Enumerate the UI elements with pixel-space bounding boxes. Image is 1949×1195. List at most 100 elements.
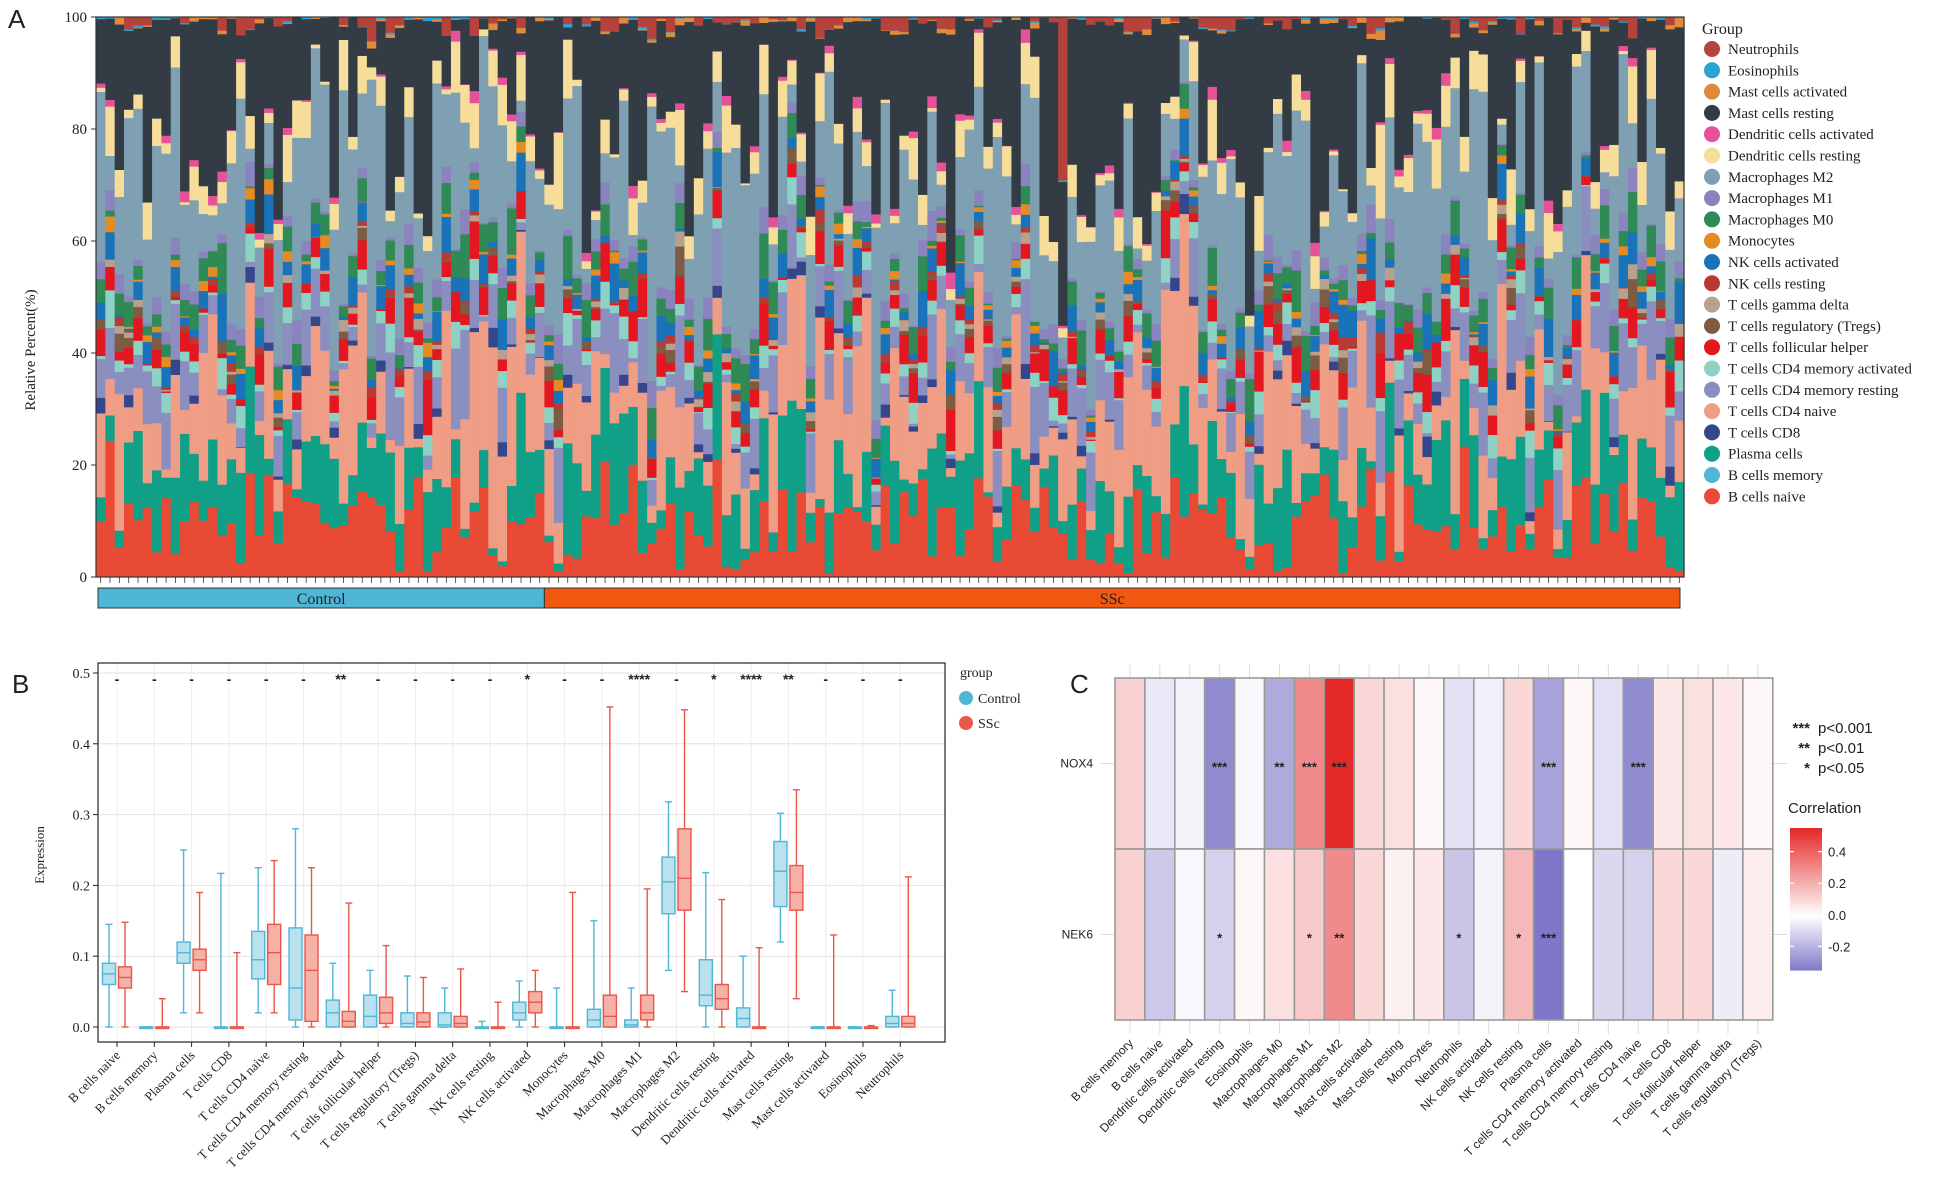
stack-segment-t-cells-cd4-memory-activated bbox=[871, 484, 882, 492]
stack-segment-t-cells-cd4-memory-resting bbox=[721, 374, 732, 383]
stack-segment-macrophages-m1 bbox=[413, 267, 424, 283]
stack-segment-dendritic-cells-resting bbox=[1450, 57, 1461, 89]
heatmap-cell-nox4-mast-cells-activated bbox=[1353, 677, 1385, 850]
stack-segment-macrophages-m2 bbox=[507, 160, 517, 204]
stack-segment-macrophages-m2 bbox=[460, 122, 471, 210]
stack-segment-macrophages-m0 bbox=[936, 217, 947, 221]
stack-segment-t-cells-follicular-helper bbox=[1366, 279, 1377, 302]
stack-segment-nk-cells-activated bbox=[721, 348, 732, 354]
stack-segment-t-cells-cd8 bbox=[497, 441, 508, 457]
stack-segment-mast-cells-resting bbox=[1543, 17, 1554, 201]
stack-segment-mast-cells-resting bbox=[1263, 24, 1274, 148]
stack-segment-t-cells-gamma-delta bbox=[1329, 318, 1339, 323]
stack-segment-monocytes bbox=[152, 326, 162, 333]
stack-segment-mast-cells-resting bbox=[703, 18, 714, 124]
stack-segment-monocytes bbox=[1478, 321, 1489, 325]
stack-segment-t-cells-cd4-naive bbox=[394, 445, 405, 525]
stack-segment-mast-cells-activated bbox=[1609, 17, 1620, 20]
stack-segment-eosinophils bbox=[1076, 17, 1087, 20]
stack-segment-dendritic-cells-resting bbox=[563, 39, 573, 99]
stack-segment-macrophages-m1 bbox=[1020, 163, 1031, 187]
stack-segment-t-cells-cd4-memory-resting bbox=[581, 364, 592, 397]
stack-segment-nk-cells-activated bbox=[833, 233, 844, 239]
stack-segment-mast-cells-resting bbox=[1646, 20, 1657, 48]
stack-segment-t-cells-cd4-memory-resting bbox=[1469, 383, 1480, 408]
stack-segment-b-cells-naive bbox=[777, 489, 788, 578]
stack-segment-macrophages-m1 bbox=[871, 419, 882, 439]
stack-segment-t-cells-cd4-memory-activated bbox=[637, 316, 648, 319]
stack-segment-t-cells-cd4-memory-resting bbox=[815, 265, 826, 307]
stack-segment-dendritic-cells-activated bbox=[1301, 90, 1311, 100]
colorbar-step bbox=[1790, 927, 1822, 931]
stack-segment-t-cells-cd4-naive bbox=[1366, 407, 1377, 462]
stack-segment-dendritic-cells-resting bbox=[1609, 144, 1620, 177]
panel-b-ytick-label: 0.3 bbox=[73, 809, 91, 824]
stack-segment-plasma-cells bbox=[1487, 509, 1498, 537]
stack-segment-macrophages-m0 bbox=[740, 363, 751, 402]
stack-segment-b-cells-naive bbox=[852, 511, 863, 578]
stack-segment-nk-cells-activated bbox=[964, 305, 975, 320]
stack-segment-t-cells-cd4-naive bbox=[282, 368, 293, 420]
stack-segment-t-cells-cd4-memory-activated bbox=[1394, 360, 1405, 380]
stack-segment-mast-cells-resting bbox=[1347, 27, 1358, 214]
stack-segment-t-cells-cd4-memory-activated bbox=[1002, 388, 1013, 393]
stack-segment-macrophages-m1 bbox=[264, 163, 275, 169]
stack-segment-macrophages-m2 bbox=[1179, 39, 1190, 82]
stack-segment-t-cells-cd8 bbox=[1581, 250, 1592, 256]
stack-segment-plasma-cells bbox=[189, 453, 200, 503]
stack-segment-t-cells-cd4-naive bbox=[488, 347, 499, 549]
stack-segment-t-cells-follicular-helper bbox=[1478, 351, 1489, 387]
stack-segment-t-cells-cd4-memory-activated bbox=[656, 376, 667, 386]
stack-segment-nk-cells-resting bbox=[880, 353, 891, 363]
stack-segment-macrophages-m0 bbox=[282, 226, 293, 252]
stack-segment-t-cells-cd4-memory-resting bbox=[749, 418, 760, 469]
stack-segment-t-cells-cd4-naive bbox=[1655, 359, 1666, 478]
stack-segment-mast-cells-activated bbox=[1142, 29, 1153, 36]
stack-segment-macrophages-m2 bbox=[946, 299, 956, 348]
stack-segment-t-cells-cd4-memory-resting bbox=[1431, 381, 1442, 392]
stack-segment-monocytes bbox=[329, 385, 340, 389]
stack-segment-t-cells-regulatory-tregs bbox=[955, 303, 966, 306]
stack-segment-b-cells-naive bbox=[1188, 493, 1199, 578]
stack-segment-dendritic-cells-resting bbox=[1207, 99, 1218, 161]
stack-segment-macrophages-m2 bbox=[404, 116, 415, 224]
stack-segment-dendritic-cells-activated bbox=[1058, 325, 1069, 329]
stack-segment-mast-cells-resting bbox=[105, 18, 116, 101]
stack-segment-mast-cells-activated bbox=[759, 17, 770, 23]
stack-segment-plasma-cells bbox=[1160, 513, 1171, 559]
stack-segment-eosinophils bbox=[404, 17, 415, 20]
significance-mark-mast-cells-activated: - bbox=[823, 671, 828, 687]
stack-segment-t-cells-follicular-helper bbox=[1095, 329, 1106, 354]
stack-segment-b-cells-naive bbox=[861, 520, 872, 578]
stack-segment-t-cells-follicular-helper bbox=[1618, 298, 1629, 319]
stack-segment-t-cells-follicular-helper bbox=[908, 373, 919, 403]
colorbar-step bbox=[1790, 929, 1822, 933]
stack-segment-neutrophils bbox=[656, 17, 667, 19]
stack-segment-t-cells-follicular-helper bbox=[1319, 306, 1330, 324]
stack-segment-t-cells-cd4-memory-resting bbox=[450, 348, 461, 430]
stack-segment-t-cells-cd4-memory-activated bbox=[563, 312, 573, 346]
stack-segment-monocytes bbox=[1497, 155, 1508, 164]
stack-segment-dendritic-cells-activated bbox=[927, 95, 938, 109]
stack-segment-t-cells-cd4-memory-activated bbox=[1357, 302, 1367, 311]
stack-segment-macrophages-m0 bbox=[1515, 194, 1526, 214]
stack-segment-dendritic-cells-resting bbox=[740, 183, 751, 186]
stack-segment-t-cells-regulatory-tregs bbox=[441, 258, 452, 262]
stack-segment-macrophages-m2 bbox=[833, 143, 844, 211]
stack-segment-macrophages-m2 bbox=[1319, 226, 1330, 259]
stack-segment-t-cells-regulatory-tregs bbox=[357, 227, 368, 241]
stack-segment-t-cells-cd4-memory-activated bbox=[254, 384, 265, 392]
stack-segment-dendritic-cells-resting bbox=[1020, 42, 1031, 85]
stack-segment-macrophages-m1 bbox=[890, 252, 900, 259]
stack-segment-macrophages-m1 bbox=[1132, 258, 1143, 270]
stack-segment-dendritic-cells-resting bbox=[1254, 195, 1265, 251]
stack-segment-mast-cells-resting bbox=[1002, 17, 1013, 147]
stack-segment-macrophages-m1 bbox=[815, 177, 826, 185]
legend-label-b-cells-naive: B cells naive bbox=[1728, 489, 1806, 505]
stack-segment-t-cells-cd4-naive bbox=[647, 505, 658, 523]
stack-segment-dendritic-cells-resting bbox=[572, 79, 583, 87]
stack-segment-macrophages-m0 bbox=[1497, 144, 1508, 156]
stack-segment-monocytes bbox=[1002, 340, 1013, 348]
stack-segment-b-cells-naive bbox=[404, 509, 415, 578]
stack-segment-t-cells-cd4-naive bbox=[478, 321, 489, 451]
